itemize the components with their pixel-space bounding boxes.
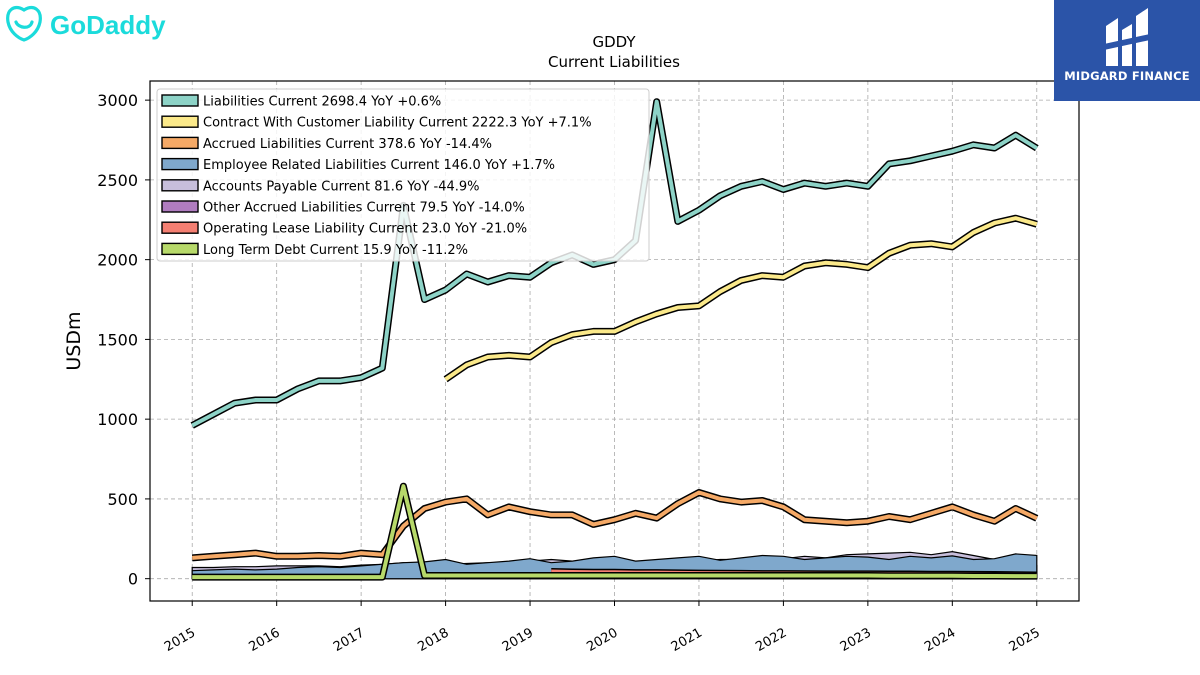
y-tick-label: 3000 (97, 91, 138, 110)
godaddy-logo-text: GoDaddy (50, 10, 166, 40)
legend-label: Operating Lease Liability Current 23.0 Y… (203, 222, 527, 237)
legend-label: Accrued Liabilities Current 378.6 YoY -1… (203, 137, 492, 152)
legend-label: Long Term Debt Current 15.9 YoY -11.2% (203, 243, 468, 258)
midgard-finance-text: MIDGARD FINANCE (1064, 69, 1190, 83)
legend-swatch (161, 115, 199, 128)
y-tick-label: 2000 (97, 251, 138, 270)
x-tick-label: 2019 (500, 625, 536, 655)
x-tick-label: 2025 (1007, 625, 1043, 655)
y-axis-label: USDm (63, 311, 85, 370)
legend-swatch (161, 221, 199, 234)
x-tick-label: 2016 (247, 625, 283, 655)
legend-swatch (161, 94, 199, 107)
legend-swatch (161, 242, 199, 256)
y-tick-label: 1500 (97, 330, 138, 349)
midgard-finance-badge: MIDGARD FINANCE (1054, 0, 1200, 101)
legend-label: Contract With Customer Liability Current… (203, 116, 592, 131)
x-tick-label: 2015 (162, 625, 198, 655)
x-tick-label: 2017 (331, 625, 367, 655)
x-tick-label: 2024 (922, 625, 958, 655)
chart-title: GDDY (592, 33, 636, 51)
line-series-layer (190, 98, 1039, 581)
series-line-accrued-liabilities-current (192, 490, 1038, 560)
series-line-long-term-debt-current (192, 484, 1037, 580)
x-tick-label: 2018 (415, 625, 451, 655)
x-tick-label: 2022 (753, 625, 789, 655)
chart-subtitle: Current Liabilities (548, 53, 680, 71)
godaddy-logo-icon (6, 6, 42, 42)
legend-label: Other Accrued Liabilities Current 79.5 Y… (203, 201, 525, 216)
legend-swatch (161, 136, 199, 150)
y-tick-label: 500 (107, 490, 138, 509)
y-tick-label: 1000 (97, 410, 138, 429)
legend-swatch (161, 200, 199, 213)
midgard-logo-icon (1104, 8, 1150, 66)
x-tick-label: 2021 (669, 625, 705, 655)
legend-swatch (161, 157, 199, 171)
y-tick-label: 0 (128, 570, 138, 589)
y-tick-label: 2500 (97, 171, 138, 190)
godaddy-logo: GoDaddy (6, 6, 166, 42)
series-line-contract-with-customer-liability-current (444, 216, 1038, 381)
legend-label: Accounts Payable Current 81.6 YoY -44.9% (203, 179, 480, 194)
legend-label: Employee Related Liabilities Current 146… (203, 158, 555, 173)
legend-label: Liabilities Current 2698.4 YoY +0.6% (203, 95, 441, 110)
legend-box (156, 88, 650, 262)
x-tick-label: 2023 (838, 625, 874, 655)
x-tick-label: 2020 (584, 625, 620, 655)
legend: Liabilities Current 2698.4 YoY +0.6% Cont… (156, 88, 650, 262)
legend-swatch (161, 179, 199, 192)
